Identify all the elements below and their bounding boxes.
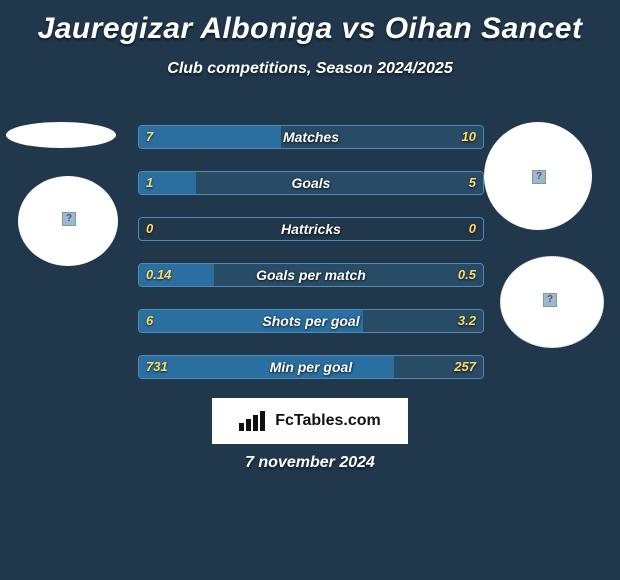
stat-value-left: 6 <box>138 309 161 333</box>
stat-row: Min per goal731 257 <box>138 355 484 379</box>
stat-row: Goals per match0.14 0.5 <box>138 263 484 287</box>
stat-value-left: 0.14 <box>138 263 179 287</box>
stat-label: Goals <box>138 171 484 195</box>
source-badge-text: FcTables.com <box>275 412 381 430</box>
stat-row: Hattricks0 0 <box>138 217 484 241</box>
page-title: Jauregizar Alboniga vs Oihan Sancet <box>0 0 620 46</box>
stat-label: Hattricks <box>138 217 484 241</box>
chart-icon <box>239 411 269 431</box>
stat-label: Matches <box>138 125 484 149</box>
stat-value-right: 10 <box>454 125 484 149</box>
source-badge: FcTables.com <box>212 398 408 444</box>
stat-value-left: 1 <box>138 171 161 195</box>
stat-label: Min per goal <box>138 355 484 379</box>
stat-value-left: 7 <box>138 125 161 149</box>
page-subtitle: Club competitions, Season 2024/2025 <box>0 60 620 78</box>
stat-value-right: 3.2 <box>450 309 484 333</box>
date-text: 7 november 2024 <box>0 454 620 472</box>
stat-value-right: 257 <box>446 355 484 379</box>
stat-label: Shots per goal <box>138 309 484 333</box>
stat-value-right: 0.5 <box>450 263 484 287</box>
stat-value-left: 0 <box>138 217 161 241</box>
stat-value-left: 731 <box>138 355 176 379</box>
stat-value-right: 5 <box>461 171 484 195</box>
stat-row: Matches7 10 <box>138 125 484 149</box>
comparison-chart: Matches7 10 Goals1 5 Hattricks0 0 Goals per ma… <box>0 110 620 400</box>
stat-row: Shots per goal6 3.2 <box>138 309 484 333</box>
stat-value-right: 0 <box>461 217 484 241</box>
stat-row: Goals1 5 <box>138 171 484 195</box>
stat-label: Goals per match <box>138 263 484 287</box>
